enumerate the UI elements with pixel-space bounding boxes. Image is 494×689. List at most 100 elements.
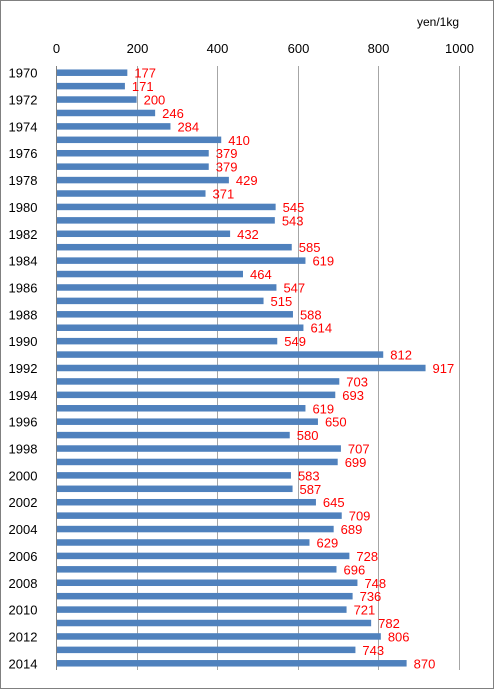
bar-2001	[57, 485, 293, 493]
category-label-1978: 1978	[9, 173, 38, 188]
unit-label: yen/1kg	[417, 15, 459, 29]
category-label-1998: 1998	[9, 442, 38, 457]
data-label-1995: 619	[312, 401, 334, 416]
x-tick-label: 600	[288, 41, 310, 56]
category-label-2012: 2012	[9, 629, 38, 644]
bar-1978	[57, 176, 229, 184]
data-label-1978: 429	[236, 173, 258, 188]
x-tick-label: 200	[127, 41, 149, 56]
x-tick-label: 800	[368, 41, 390, 56]
category-label-1992: 1992	[9, 361, 38, 376]
data-label-1981: 543	[282, 213, 304, 228]
category-label-1990: 1990	[9, 334, 38, 349]
data-label-1979: 371	[213, 187, 235, 202]
data-label-1991: 812	[390, 348, 412, 363]
category-label-2000: 2000	[9, 468, 38, 483]
data-label-1983: 585	[299, 240, 321, 255]
data-label-2002: 645	[323, 495, 345, 510]
bar-1993	[57, 378, 340, 385]
bar-1977	[57, 163, 209, 170]
bar-1990	[57, 337, 278, 345]
bar-2012	[57, 633, 381, 640]
bar-1986	[57, 284, 277, 291]
data-label-1974: 284	[177, 119, 199, 134]
bar-1979	[57, 190, 206, 197]
data-label-1990: 549	[284, 334, 306, 349]
category-label-1994: 1994	[9, 388, 38, 403]
bar-1989	[57, 324, 304, 331]
data-label-2009: 736	[360, 589, 382, 604]
data-label-1997: 580	[297, 428, 319, 443]
category-label-1980: 1980	[9, 200, 38, 215]
bar-2009	[57, 592, 353, 600]
bar-1991	[57, 351, 384, 358]
data-label-1994: 693	[342, 388, 364, 403]
data-label-1982: 432	[237, 227, 259, 242]
bar-2002	[57, 498, 316, 506]
bar-1985	[57, 270, 243, 278]
category-label-1984: 1984	[9, 254, 38, 269]
bar-1987	[57, 297, 264, 305]
data-label-1972: 200	[144, 93, 166, 108]
category-label-1976: 1976	[9, 146, 38, 161]
bar-1998	[57, 445, 341, 452]
bar-1982	[57, 230, 231, 238]
category-label-2014: 2014	[9, 656, 38, 671]
data-label-1988: 588	[300, 307, 322, 322]
category-label-2002: 2002	[9, 495, 38, 510]
data-label-1984: 619	[312, 254, 334, 269]
data-label-1973: 246	[162, 106, 184, 121]
data-label-2001: 587	[300, 482, 322, 497]
data-label-1975: 410	[228, 133, 250, 148]
data-label-2004: 689	[341, 522, 363, 537]
bar-2008	[57, 579, 358, 587]
data-label-1993: 703	[346, 374, 368, 389]
category-label-2008: 2008	[9, 576, 38, 591]
x-axis-ticks: 0 200 400 600 800 1000	[53, 41, 474, 56]
bar-1976	[57, 149, 209, 157]
data-label-1999: 699	[345, 455, 367, 470]
bar-1999	[57, 458, 338, 466]
category-labels: 1970 1972 1974 1976 1978 1980 1982 1984 1986 1988…	[9, 66, 38, 672]
bar-1983	[57, 243, 292, 251]
bar-1980	[57, 203, 276, 211]
bar-2003	[57, 512, 342, 519]
bar-2013	[57, 646, 356, 654]
bar-1997	[57, 431, 290, 439]
category-label-2006: 2006	[9, 549, 38, 564]
bar-2007	[57, 566, 337, 573]
bar-1992	[57, 364, 426, 372]
bar-1981	[57, 217, 275, 224]
data-label-2013: 743	[362, 643, 384, 658]
x-tick-label: 400	[207, 41, 229, 56]
bar-1988	[57, 311, 293, 318]
bar-1974	[57, 123, 171, 130]
data-label-1992: 917	[433, 361, 455, 376]
data-label-1977: 379	[216, 160, 238, 175]
bar-1996	[57, 418, 318, 425]
category-label-1972: 1972	[9, 93, 38, 108]
bar-2005	[57, 539, 310, 546]
bar-1971	[57, 82, 125, 90]
data-label-2010: 721	[354, 603, 376, 618]
data-label-1989: 614	[310, 321, 332, 336]
category-label-1970: 1970	[9, 66, 38, 81]
bar-1970	[57, 69, 128, 76]
data-label-2011: 782	[378, 616, 400, 631]
bar-2011	[57, 619, 372, 627]
category-label-2004: 2004	[9, 522, 38, 537]
bar-1973	[57, 109, 156, 117]
bar-2000	[57, 472, 291, 479]
category-label-2010: 2010	[9, 603, 38, 618]
category-label-1988: 1988	[9, 307, 38, 322]
category-label-1982: 1982	[9, 227, 38, 242]
x-tick-label: 0	[53, 41, 60, 56]
bar-2014	[57, 660, 407, 667]
bar-1995	[57, 405, 306, 412]
data-label-2006: 728	[356, 549, 378, 564]
bar-2010	[57, 606, 347, 613]
data-label-2008: 748	[364, 576, 386, 591]
category-label-1986: 1986	[9, 280, 38, 295]
data-label-2005: 629	[316, 535, 338, 550]
